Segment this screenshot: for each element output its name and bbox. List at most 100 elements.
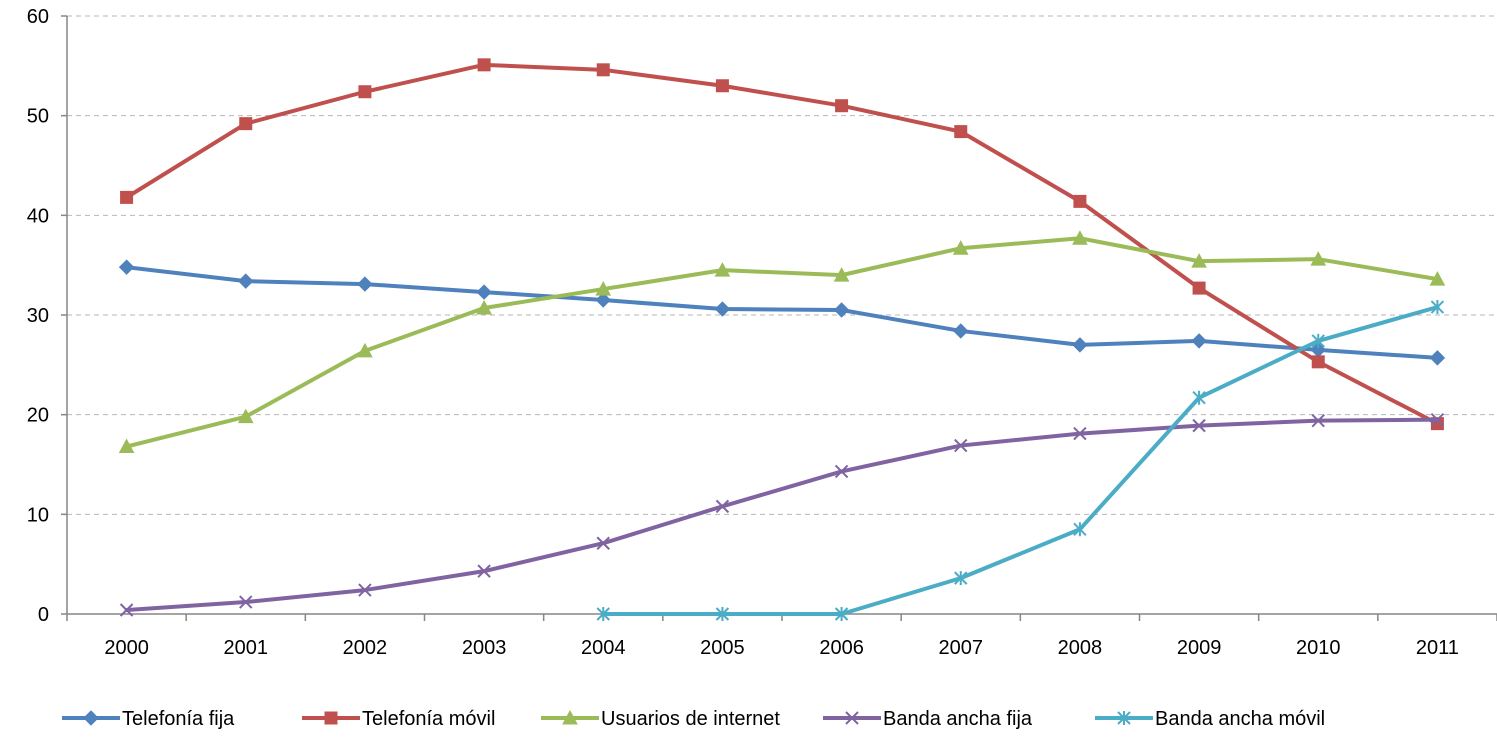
- data-point-x: [1430, 412, 1445, 427]
- data-point-asterisk: [1073, 522, 1087, 537]
- legend-item-4: Banda ancha móvil: [1095, 708, 1325, 730]
- x-tick-label: 2011: [1416, 637, 1459, 659]
- data-point-triangle: [1429, 271, 1446, 286]
- data-point-square: [324, 711, 338, 725]
- data-point-square: [715, 79, 729, 93]
- data-point-triangle: [1310, 251, 1327, 266]
- data-point-triangle: [237, 408, 254, 424]
- data-point-diamond: [238, 273, 254, 289]
- data-point-x: [1311, 413, 1325, 428]
- legend-item-1: Telefonía móvil: [302, 708, 495, 730]
- y-tick-label: 30: [27, 305, 49, 327]
- x-axis-ticks: 2000 2001 2002 2003 2004 2005 2006 2007 2008 2009…: [66, 614, 1497, 659]
- series-line: [124, 62, 1440, 426]
- data-point-triangle: [562, 709, 578, 725]
- data-point-asterisk: [834, 607, 849, 621]
- x-tick-label: 2003: [462, 637, 507, 659]
- data-point-diamond: [357, 276, 373, 292]
- data-point-x: [239, 595, 253, 609]
- data-point-square: [1311, 355, 1325, 369]
- series-line: [601, 305, 1440, 616]
- x-tick-label: 2006: [819, 637, 864, 659]
- x-tick-label: 2000: [104, 637, 149, 659]
- series-0: [118, 259, 1446, 366]
- legend-item-0: Telefonía fija: [62, 708, 235, 730]
- data-point-triangle: [595, 281, 612, 296]
- x-tick-label: 2002: [343, 637, 388, 659]
- data-point-diamond: [595, 292, 611, 308]
- legend-label: Usuarios de internet: [601, 708, 780, 730]
- data-point-x: [954, 438, 968, 453]
- data-point-triangle: [833, 267, 850, 282]
- data-point-square: [1192, 281, 1206, 295]
- data-point-diamond: [1191, 333, 1207, 349]
- x-tick-label: 2009: [1177, 637, 1222, 659]
- x-tick-label: 2007: [939, 637, 984, 659]
- data-point-triangle: [1191, 253, 1207, 268]
- data-point-asterisk: [596, 607, 610, 621]
- data-point-x: [715, 499, 730, 514]
- data-point-diamond: [714, 301, 731, 317]
- legend-label: Banda ancha móvil: [1155, 708, 1325, 730]
- data-point-x: [596, 536, 610, 550]
- legend-item-3: Banda ancha fija: [823, 708, 1033, 730]
- data-point-diamond: [118, 259, 135, 275]
- y-axis-ticks: 0 10 20 30 40 50 60: [27, 6, 67, 626]
- data-point-triangle: [1072, 230, 1088, 245]
- y-tick-label: 50: [27, 106, 49, 128]
- data-point-triangle: [952, 240, 969, 255]
- series-2: [118, 230, 1446, 454]
- data-point-square: [835, 99, 849, 113]
- data-point-triangle: [357, 342, 373, 358]
- data-point-triangle: [118, 438, 135, 454]
- x-tick-label: 2001: [224, 637, 269, 659]
- legend-item-2: Usuarios de internet: [541, 708, 780, 730]
- data-point-diamond: [476, 284, 492, 300]
- data-point-x: [1073, 426, 1087, 441]
- y-tick-label: 0: [38, 604, 49, 626]
- x-tick-label: 2008: [1058, 637, 1103, 659]
- data-point-square: [596, 63, 610, 77]
- data-point-x: [358, 583, 372, 597]
- data-point-asterisk: [715, 607, 730, 621]
- data-point-diamond: [1429, 350, 1446, 366]
- data-point-asterisk: [1192, 390, 1206, 405]
- data-point-square: [1073, 194, 1087, 208]
- data-point-triangle: [714, 262, 731, 277]
- data-point-asterisk: [1117, 711, 1131, 725]
- x-tick-label: 2010: [1296, 637, 1341, 659]
- series-line: [124, 265, 1440, 360]
- series-line: [124, 236, 1440, 449]
- data-point-x: [119, 603, 134, 617]
- data-point-x: [1192, 418, 1206, 433]
- series-1: [120, 58, 1444, 431]
- data-point-square: [358, 85, 372, 99]
- data-point-square: [120, 190, 134, 204]
- legend-label: Telefonía móvil: [362, 708, 495, 730]
- series-4: [596, 300, 1445, 621]
- data-point-square: [954, 125, 968, 139]
- data-point-square: [239, 117, 253, 131]
- y-tick-label: 20: [27, 405, 49, 427]
- y-tick-label: 40: [27, 205, 49, 227]
- data-point-triangle: [476, 299, 492, 315]
- series-line: [124, 417, 1440, 613]
- y-tick-label: 60: [27, 6, 49, 28]
- legend-label: Banda ancha fija: [883, 708, 1033, 730]
- data-point-asterisk: [1311, 333, 1325, 348]
- legend: Telefonía fija Telefonía móvil Usuarios de…: [62, 708, 1325, 730]
- data-point-diamond: [833, 302, 850, 318]
- data-point-square: [477, 58, 491, 72]
- x-tick-label: 2004: [581, 637, 626, 659]
- legend-label: Telefonía fija: [122, 708, 235, 730]
- data-point-diamond: [83, 710, 99, 726]
- series-3: [119, 412, 1445, 617]
- data-point-x: [477, 564, 491, 578]
- data-point-diamond: [953, 323, 969, 339]
- data-point-x: [845, 711, 859, 725]
- gridlines: [67, 15, 1497, 515]
- data-point-diamond: [1072, 337, 1088, 353]
- data-point-x: [834, 464, 849, 479]
- series-lines: [118, 58, 1446, 621]
